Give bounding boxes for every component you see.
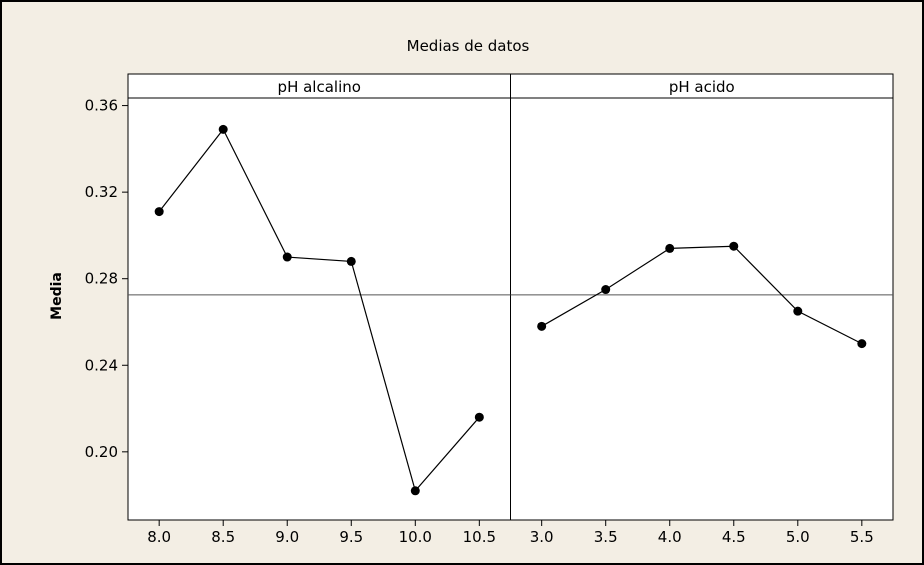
- x-tick-label: 4.5: [722, 528, 746, 546]
- data-point: [857, 339, 867, 349]
- data-point: [410, 486, 420, 496]
- y-tick-label: 0.28: [85, 270, 118, 288]
- data-point: [537, 321, 547, 331]
- data-point: [218, 124, 228, 134]
- x-tick-label: 9.0: [275, 528, 299, 546]
- x-tick-label: 9.5: [339, 528, 363, 546]
- data-point: [793, 306, 803, 316]
- x-tick-label: 10.5: [463, 528, 496, 546]
- data-point: [729, 241, 739, 251]
- x-tick-label: 8.5: [211, 528, 235, 546]
- x-tick-label: 3.0: [530, 528, 554, 546]
- y-axis-label: Media: [49, 272, 65, 320]
- x-tick-label: 10.0: [399, 528, 432, 546]
- x-tick-label: 8.0: [147, 528, 171, 546]
- y-tick-label: 0.36: [85, 97, 118, 115]
- series-line: [541, 245, 863, 345]
- data-point: [346, 256, 356, 266]
- x-tick-label: 5.5: [850, 528, 874, 546]
- data-point: [282, 252, 292, 262]
- panel-strip-label: pH alcalino: [278, 78, 361, 96]
- y-tick-label: 0.24: [85, 356, 118, 374]
- panel-border: [510, 73, 894, 521]
- data-point: [154, 207, 164, 217]
- x-tick-label: 4.0: [658, 528, 682, 546]
- data-point: [601, 285, 611, 295]
- y-tick-label: 0.20: [85, 443, 118, 461]
- x-tick-label: 5.0: [786, 528, 810, 546]
- y-tick-label: 0.32: [85, 183, 118, 201]
- data-point: [474, 412, 484, 422]
- chart-title: Medias de datos: [407, 37, 530, 55]
- series-line: [158, 128, 480, 493]
- x-tick-label: 3.5: [594, 528, 618, 546]
- panel-strip-label: pH acido: [669, 78, 735, 96]
- plot-area: 0.20 0.24 0.28 0.32 0.36 pH alcalino 8.0 8.5 9.0…: [85, 73, 894, 546]
- data-point: [665, 243, 675, 253]
